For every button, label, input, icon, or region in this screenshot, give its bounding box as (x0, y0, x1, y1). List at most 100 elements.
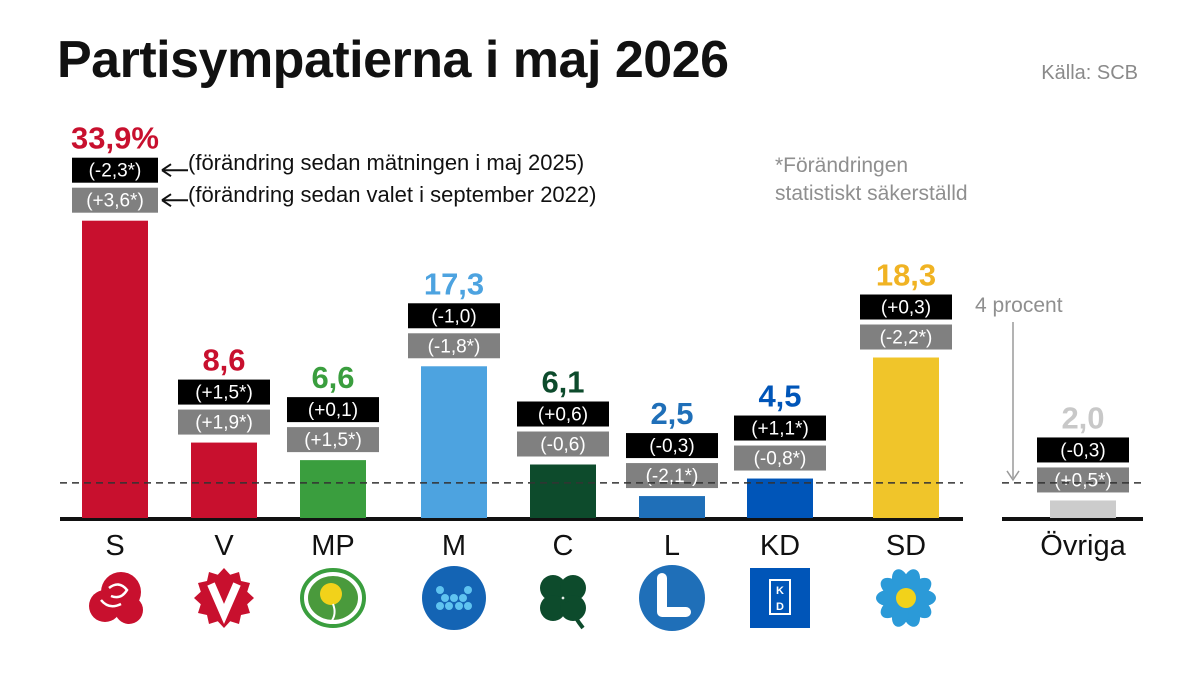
legend-arrowhead (161, 163, 172, 178)
change-box-election (734, 445, 826, 471)
value-label: 6,6 (311, 360, 354, 395)
bar (82, 220, 148, 518)
m-dot (464, 602, 472, 610)
tick-label: KD (760, 530, 800, 562)
footnote: *Förändringen statistiskt säkerställd (775, 152, 968, 208)
legend-arrowhead (161, 193, 172, 208)
change-label-election: (-0,8*) (754, 449, 807, 470)
change-box-year (626, 433, 718, 459)
kd-frame (769, 579, 791, 615)
tick-label: MP (311, 530, 355, 562)
v-badge-icon (194, 568, 254, 628)
change-box-election (178, 409, 270, 435)
clover-leaf (540, 595, 566, 621)
change-label-year: (-0,3) (649, 436, 694, 457)
change-box-year (860, 294, 952, 320)
mp-stem (330, 603, 336, 623)
tick-label: V (214, 530, 234, 562)
kd-letter: D (776, 601, 784, 613)
m-dot (450, 594, 458, 602)
footnote-line: statistiskt säkerställd (775, 182, 968, 205)
change-box-election (287, 427, 379, 453)
tick-label: SD (886, 530, 926, 562)
mp-flower (320, 583, 342, 605)
v-letter (207, 582, 241, 625)
l-badge-icon (639, 565, 705, 631)
change-box-election (517, 431, 609, 457)
change-box-year (72, 157, 158, 183)
change-label-year: (-2,3*) (89, 161, 142, 182)
bar (747, 478, 813, 518)
bar (191, 442, 257, 518)
v-badge-shape (194, 568, 254, 628)
clover-leaf (560, 575, 586, 601)
m-dot (436, 602, 444, 610)
change-label-election: (+1,9*) (195, 413, 253, 434)
change-label-year: (-1,0) (431, 306, 476, 327)
kd-letter: K (776, 585, 784, 597)
change-label-election: (-2,1*) (646, 466, 699, 487)
legend-change-election: (förändring sedan valet i september 2022… (188, 182, 597, 207)
bar (530, 464, 596, 518)
m-dots-icon (422, 566, 486, 630)
change-box-election (72, 187, 158, 213)
anemone-center (896, 588, 916, 608)
m-dot (459, 594, 467, 602)
change-box-election (408, 333, 500, 359)
legend-change-year: (förändring sedan mätningen i maj 2025) (188, 150, 585, 175)
change-label-election: (+1,5*) (304, 430, 362, 451)
tick-label: S (105, 530, 124, 562)
change-box-year (734, 415, 826, 441)
threshold-label: 4 procent (975, 294, 1063, 317)
change-box-election (860, 324, 952, 350)
clover-leaf (560, 595, 586, 621)
value-label: 8,6 (202, 343, 245, 378)
clover-stem (565, 601, 585, 630)
chart-title: Partisympatierna i maj 2026 (57, 31, 729, 89)
change-label-year: (+1,1*) (751, 419, 809, 440)
source-label: Källa: SCB (1041, 62, 1138, 84)
change-box-election (626, 463, 718, 489)
kd-box (750, 568, 810, 628)
rose-icon (89, 572, 143, 624)
clover-leaf (540, 575, 566, 601)
bar (873, 357, 939, 518)
value-label: 17,3 (424, 266, 484, 301)
l-letter (657, 573, 691, 617)
footnote-line: *Förändringen (775, 154, 909, 177)
tick-label: M (442, 530, 466, 562)
tick-label: Övriga (1040, 530, 1126, 562)
change-box-year (287, 397, 379, 423)
change-label-election: (-0,6) (540, 435, 585, 456)
value-label: 6,1 (541, 365, 584, 400)
value-label: 33,9% (71, 121, 159, 156)
m-dot (436, 586, 444, 594)
m-dot (445, 602, 453, 610)
change-label-election: (+3,6*) (86, 191, 144, 212)
dandelion-icon (300, 568, 366, 628)
rose-petal (115, 596, 143, 624)
change-box-year (517, 401, 609, 427)
change-label-election: (+0,5*) (1054, 470, 1112, 491)
value-label: 18,3 (876, 258, 936, 293)
m-dot (464, 586, 472, 594)
m-dot (441, 594, 449, 602)
value-label: 4,5 (758, 379, 801, 414)
bar (1050, 500, 1116, 518)
bar (300, 460, 366, 518)
threshold-arrowhead (1006, 470, 1020, 482)
bar (639, 496, 705, 518)
value-label: 2,5 (650, 396, 693, 431)
tick-label: L (664, 530, 680, 562)
change-box-year (408, 303, 500, 329)
m-dot (455, 602, 463, 610)
anemone-petal (909, 577, 932, 597)
kd-box-icon: KD (750, 568, 810, 628)
tick-label: C (553, 530, 574, 562)
change-box-election (1037, 467, 1129, 493)
bar (421, 366, 487, 518)
change-label-year: (+0,3) (881, 298, 931, 319)
rose-petal (89, 590, 121, 622)
change-label-year: (+0,1) (308, 400, 358, 421)
